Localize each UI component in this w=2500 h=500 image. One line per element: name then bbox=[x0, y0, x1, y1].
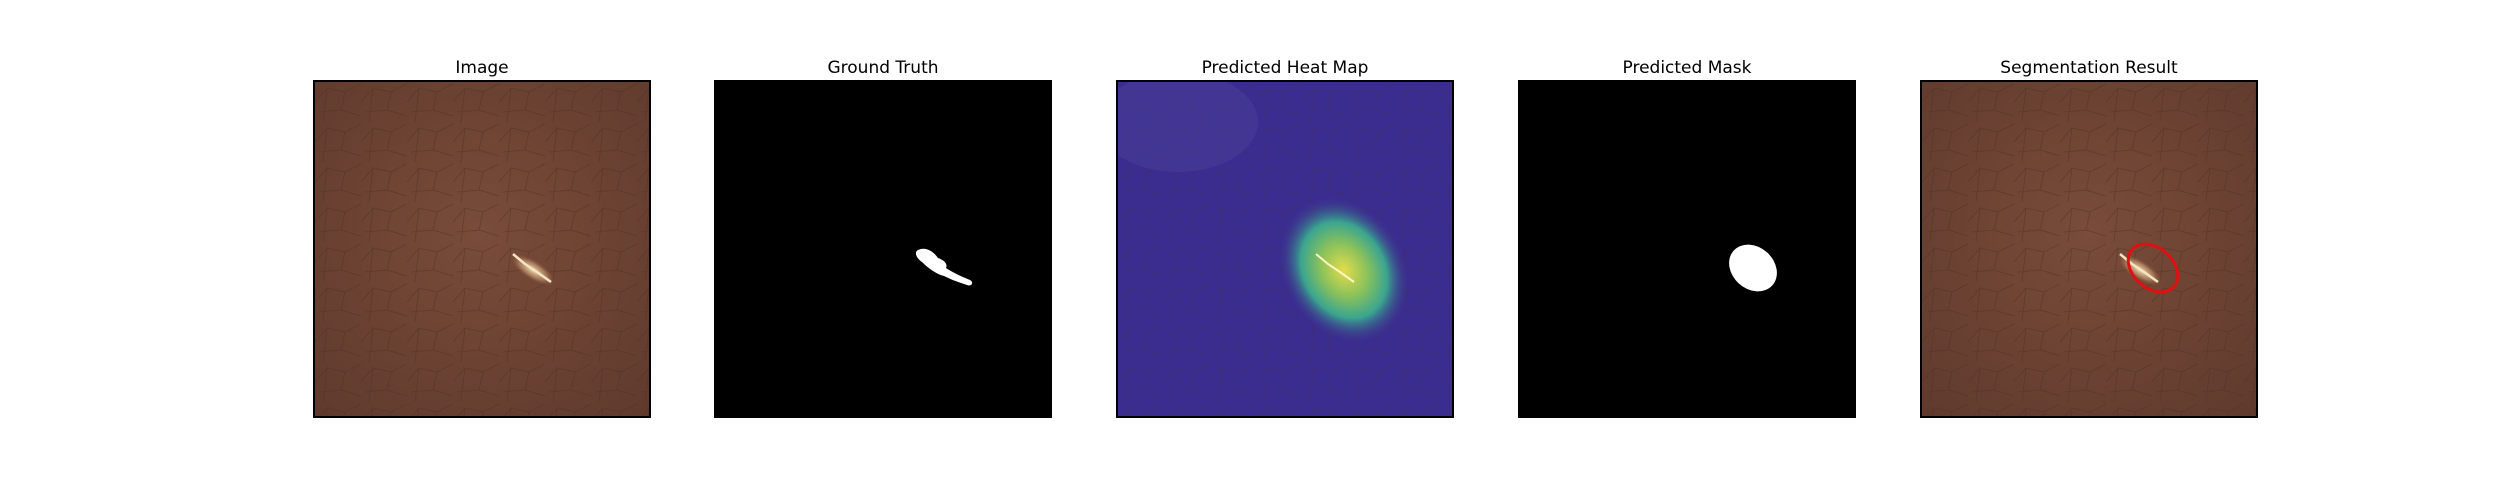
panel-title: Predicted Mask bbox=[1622, 58, 1752, 78]
predicted-mask bbox=[1518, 80, 1856, 418]
panel-image: Image bbox=[313, 58, 651, 418]
panel-predicted-mask: Predicted Mask bbox=[1518, 58, 1856, 418]
panel-ground-truth: Ground Truth bbox=[714, 58, 1052, 418]
panel-title: Image bbox=[455, 58, 509, 78]
segmentation-overlay bbox=[1920, 80, 2258, 418]
heatmap-overlay bbox=[1116, 80, 1454, 418]
panel-heatmap: Predicted Heat Map bbox=[1116, 58, 1454, 418]
leather-image bbox=[313, 80, 651, 418]
panel-title: Predicted Heat Map bbox=[1201, 58, 1369, 78]
segmentation-contour bbox=[2126, 242, 2180, 294]
panel-title: Ground Truth bbox=[827, 58, 939, 78]
panel-title: Segmentation Result bbox=[2000, 58, 2178, 78]
panel-segmentation-result: Segmentation Result bbox=[1920, 58, 2258, 418]
ground-truth-mask bbox=[714, 80, 1052, 418]
